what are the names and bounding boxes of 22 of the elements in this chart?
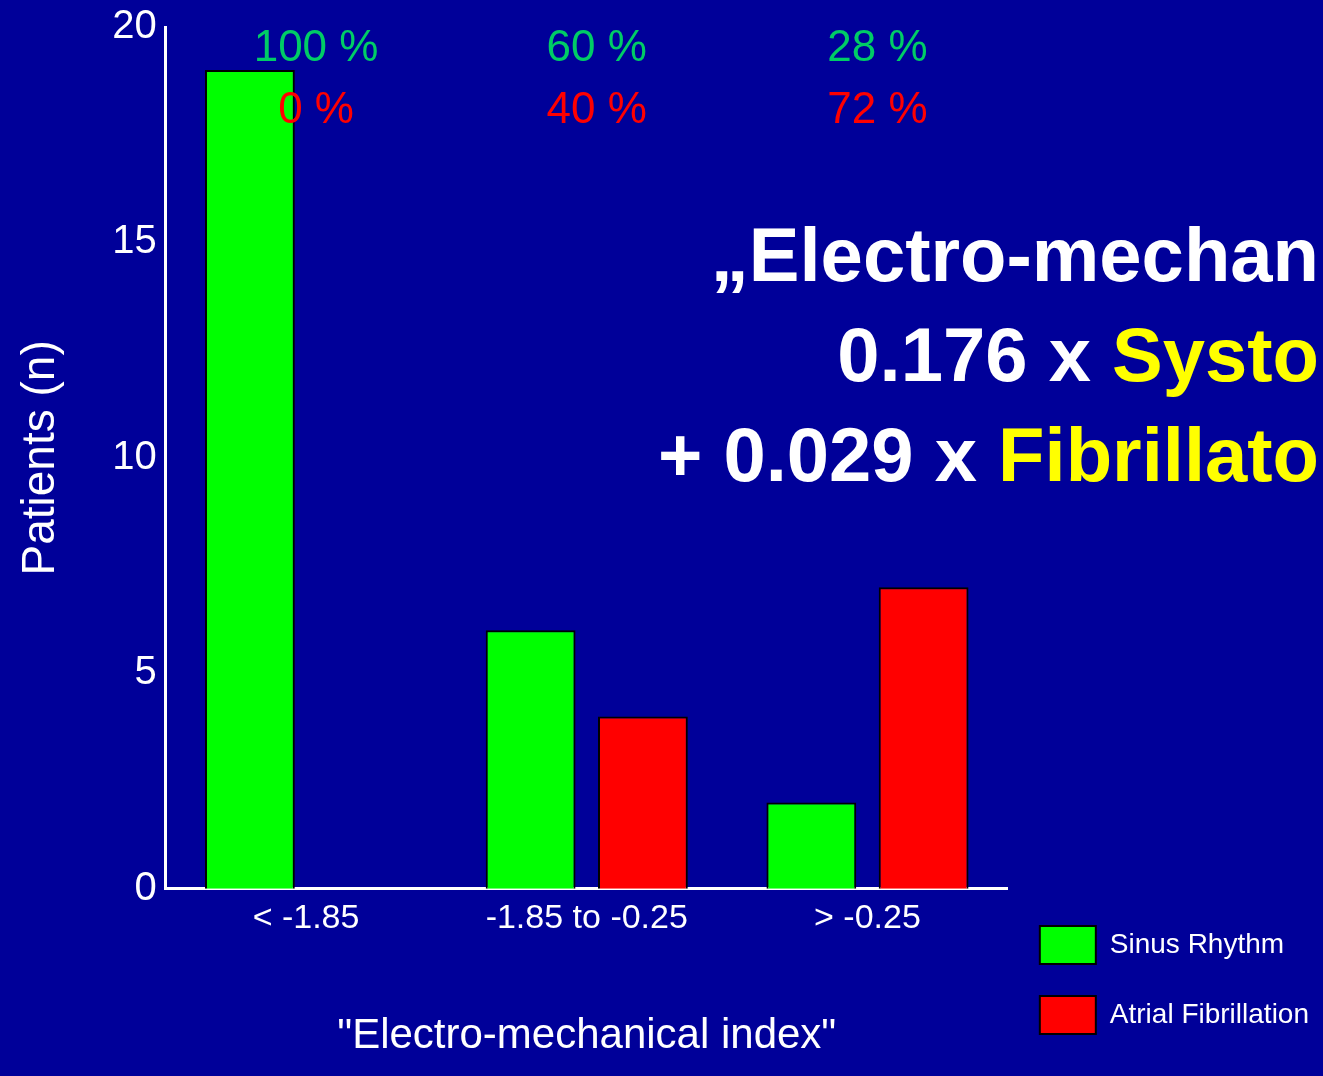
annotation: 72 % xyxy=(827,83,928,133)
y-tick-label: 20 xyxy=(112,2,157,47)
annotation: 100 % xyxy=(253,21,379,71)
annotation: 28 % xyxy=(827,21,928,71)
annotation: 0.176 x xyxy=(837,312,1092,397)
y-tick-label: 15 xyxy=(112,217,157,262)
x-tick-label: -1.85 to -0.25 xyxy=(485,896,688,935)
text: Systo xyxy=(1112,312,1319,397)
x-tick-label: > -0.25 xyxy=(814,896,921,935)
x-tick-label: < -1.85 xyxy=(252,896,360,935)
annotation: 40 % xyxy=(546,83,647,133)
annotation: Fibrillato xyxy=(998,412,1319,497)
annotation: 60 % xyxy=(546,21,647,71)
x-axis-title: "Electro-mechanical index" xyxy=(337,1010,837,1058)
y-axis-title: Patients (n) xyxy=(12,340,65,576)
y-tick-label: 10 xyxy=(112,432,157,477)
y-tick-label: 5 xyxy=(134,648,157,693)
legend-label: Atrial Fibrillation xyxy=(1109,997,1309,1029)
annotation: + 0.029 x xyxy=(657,412,978,497)
y-tick-label: 0 xyxy=(134,863,157,908)
legend-label: Sinus Rhythm xyxy=(1109,927,1285,959)
annotation: „Electro-mechan xyxy=(710,212,1319,297)
